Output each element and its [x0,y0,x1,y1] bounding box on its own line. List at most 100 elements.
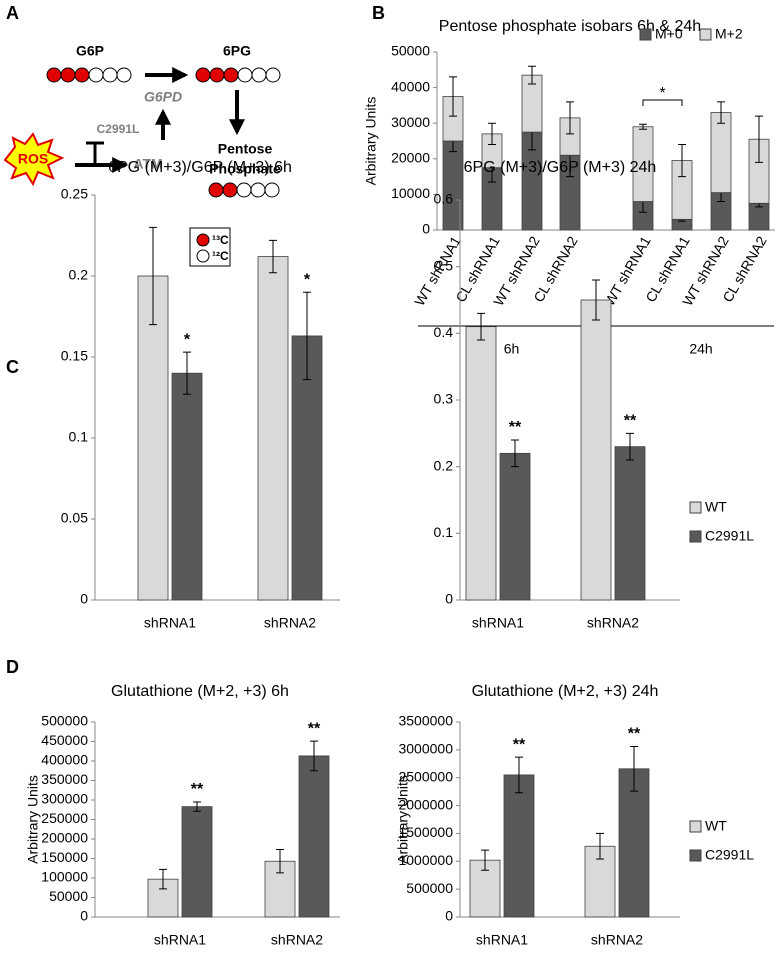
label: Phosphate [209,161,281,177]
y-tick-label: 0.2 [69,267,89,283]
panel-label: C [6,357,19,377]
y-tick-label: 30000 [391,114,430,130]
error-bar [481,849,489,871]
x-tick-label: shRNA2 [587,615,639,631]
y-tick-label: 50000 [49,888,88,904]
y-tick-label: 500000 [406,880,453,896]
bar [710,112,732,194]
bracket [642,99,683,106]
y-tick-label: 0.5 [434,257,454,273]
error-bar [449,76,457,117]
y-tick-label: 0.25 [61,186,88,202]
y-tick-label: 0 [80,908,88,924]
y-tick-label: 350000 [41,771,88,787]
group-label: 6h [504,341,520,357]
pathway-diagram [3,67,281,267]
panel-labels: A B C D [6,3,385,677]
legend-label: C2991L [705,847,754,863]
error-bar [488,122,496,146]
bar [465,326,497,601]
legend-label: M+0 [655,26,683,42]
x-tick-label: shRNA2 [264,615,316,631]
y-tick-label: 3500000 [398,713,453,729]
error-bar [639,123,647,130]
legend-swatch [639,28,652,41]
label: ROS [18,151,48,167]
bar [580,299,612,601]
bar [618,768,650,918]
panel-label: B [372,3,385,23]
y-tick-label: 40000 [391,78,430,94]
bar [137,275,169,601]
bar [503,774,535,918]
y-tick-label: 0 [80,591,88,607]
panel-label: A [6,3,19,23]
error-bar [269,239,277,274]
error-bar [515,756,523,794]
group-label: 24h [689,341,712,357]
chart-title: 6PG (M+3)/G6P (M+3) 6h [108,159,292,176]
x-tick-label: shRNA1 [476,932,528,948]
significance: ** [624,413,637,430]
bar [499,452,531,601]
error-bar [626,432,634,461]
y-tick-label: 0.1 [434,524,454,540]
label: G6PD [144,89,182,105]
chart-title: Pentose phosphate isobars 6h & 24h [439,18,701,35]
error-bar [477,312,485,341]
y-tick-label: 500000 [41,713,88,729]
y-tick-label: 0.15 [61,348,88,364]
legend-swatch [689,530,702,543]
error-bar [528,65,536,85]
y-tick-label: 400000 [41,752,88,768]
significance: ** [191,781,204,798]
legend-label: WT [705,818,727,834]
legend-label: WT [705,499,727,515]
significance: ** [509,419,522,436]
y-tick-label: 100000 [41,869,88,885]
error-bar [159,868,167,890]
error-bar [717,101,725,124]
y-tick-label: 450000 [41,732,88,748]
bar [257,256,289,601]
chart-title: 6PG (M+3)/G6P (M+3) 24h [464,159,657,176]
y-axis-label: Arbitrary Units [363,97,379,186]
y-tick-label: 0.2 [434,457,454,473]
y-tick-label: 200000 [41,830,88,846]
y-tick-label: 0 [422,221,430,237]
x-tick-label: shRNA1 [472,615,524,631]
label: C2991L [97,122,140,136]
legend-label: C2991L [705,528,754,544]
error-bar [511,439,519,468]
y-tick-label: 0.6 [434,191,454,207]
y-tick-label: 150000 [41,849,88,865]
significance: ** [513,736,526,753]
y-tick-label: 2500000 [398,768,453,784]
y-tick-label: 0.05 [61,510,88,526]
error-bar [310,740,318,772]
y-tick-label: 0.1 [69,429,89,445]
chart-title: Glutathione (M+2, +3) 6h [111,683,289,700]
bar [181,806,213,918]
x-tick-label: shRNA1 [144,615,196,631]
error-bar [183,351,191,395]
y-tick-label: 300000 [41,791,88,807]
label: ¹²C [212,249,229,263]
x-tick-label: shRNA2 [591,932,643,948]
y-axis-label: Arbitrary Units [25,775,41,864]
significance: * [304,271,311,288]
significance: ** [628,726,641,743]
label: G6P [76,43,104,59]
y-tick-label: 10000 [391,185,430,201]
y-tick-label: 1000000 [398,852,453,868]
legend-swatch [689,849,702,862]
error-bar [592,279,600,321]
error-bar [303,291,311,381]
error-bar [630,746,638,792]
error-bar [193,801,201,812]
y-tick-label: 0.4 [434,324,454,340]
legend-label: M+2 [715,26,743,42]
significance: ** [308,720,321,737]
error-bar [276,849,284,874]
